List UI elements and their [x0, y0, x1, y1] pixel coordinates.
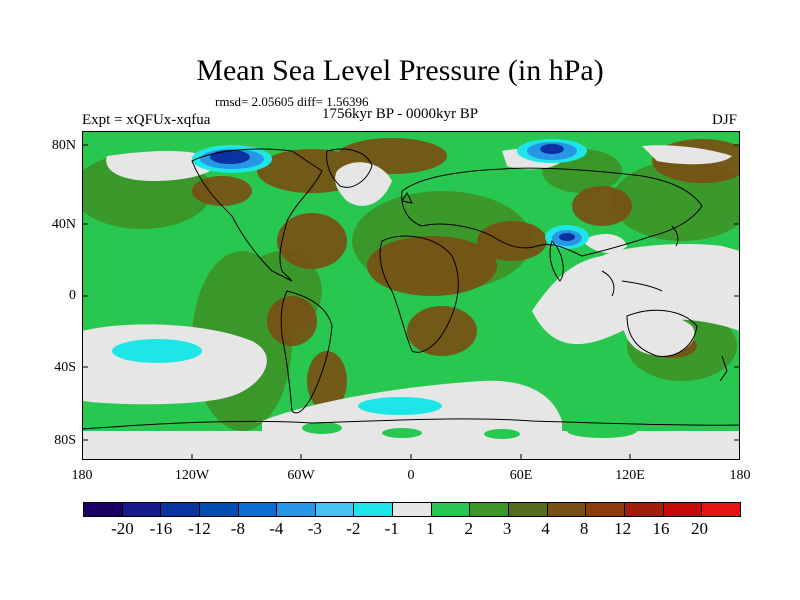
colorbar-label: -8: [230, 519, 245, 538]
colorbar-swatch: [277, 503, 316, 516]
lat-label-40s: 40S: [54, 360, 76, 375]
colorbar-label: 3: [502, 519, 512, 538]
colorbar: [83, 502, 741, 517]
colorbar-label: -20: [111, 519, 134, 538]
colorbar-swatch: [470, 503, 510, 516]
colorbar-swatch: [84, 503, 123, 516]
lat-label-0: 0: [69, 288, 76, 303]
plot-title: Mean Sea Level Pressure (in hPa): [196, 54, 604, 87]
lon-label-180w: 180: [71, 468, 93, 483]
colorbar-swatch: [122, 503, 162, 516]
colorbar-label: -4: [269, 519, 284, 538]
colorbar-label: 1: [425, 519, 435, 538]
colorbar-swatch: [431, 503, 471, 516]
colorbar-label: 16: [652, 519, 670, 538]
colorbar-swatch: [547, 503, 587, 516]
colorbar-label: -12: [188, 519, 211, 538]
stats-label: rmsd= 2.05605 diff= 1.56396: [215, 94, 369, 109]
colorbar-swatch: [663, 503, 703, 516]
colorbar-label: 20: [691, 519, 709, 538]
colorbar-swatch: [354, 503, 394, 516]
lon-label-120e: 120E: [615, 468, 645, 483]
lon-label-180e: 180: [729, 468, 751, 483]
neutral-regions: [82, 145, 740, 460]
colorbar-label: -16: [149, 519, 173, 538]
colorbar-swatch: [199, 503, 239, 516]
tick-marks: [82, 144, 740, 460]
colorbar-label: 2: [464, 519, 473, 538]
colorbar-label: -3: [307, 519, 322, 538]
lon-label-120w: 120W: [174, 468, 210, 483]
colorbar-label: 8: [579, 519, 589, 538]
colorbar-label: -2: [346, 519, 361, 538]
colorbar-label: 12: [614, 519, 632, 538]
colorbar-swatch: [702, 503, 740, 516]
period-label: 1756kyr BP - 0000kyr BP: [322, 106, 479, 122]
southern-green-patches: [97, 410, 732, 439]
lon-label-60e: 60E: [509, 468, 533, 483]
colorbar-label: 4: [541, 519, 550, 538]
pressure-map: [82, 131, 740, 460]
colorbar-swatch: [161, 503, 200, 516]
colorbar-label: -1: [384, 519, 399, 538]
lat-label-80s: 80S: [54, 433, 76, 448]
experiment-label: Expt = xQFUx-xqfua: [82, 112, 211, 128]
colorbar-swatch: [509, 503, 548, 516]
colorbar-swatch: [315, 503, 355, 516]
lon-label-0: 0: [407, 468, 415, 483]
colorbar-swatch: [624, 503, 664, 516]
colorbar-swatch: [586, 503, 625, 516]
dark-blue-regions: [210, 144, 575, 241]
season-label: DJF: [712, 112, 738, 128]
coastlines: [82, 148, 740, 430]
colorbar-swatch: [393, 503, 432, 516]
lat-label-40n: 40N: [51, 217, 76, 232]
lon-label-60w: 60W: [287, 468, 315, 483]
lat-label-80n: 80N: [51, 138, 76, 153]
colorbar-swatch: [238, 503, 278, 516]
